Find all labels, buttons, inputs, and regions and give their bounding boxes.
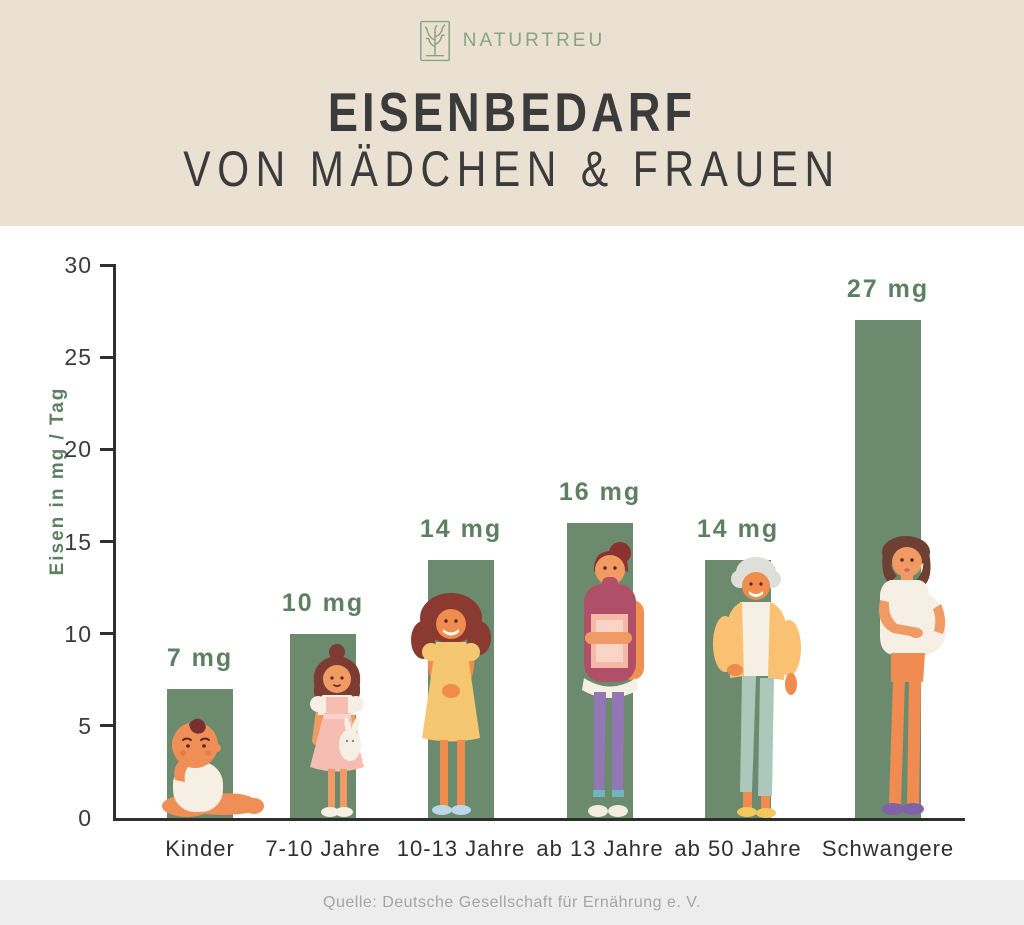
y-tick-mark: [100, 263, 113, 267]
y-axis-line: [113, 264, 116, 821]
bar-value-label: 10 mg: [281, 589, 365, 617]
y-tick-label: 15: [64, 528, 92, 555]
y-tick-mark: [100, 632, 113, 636]
bar-value-label: 14 mg: [419, 515, 503, 543]
y-tick-label: 20: [64, 436, 92, 463]
sitting-baby-illustration: [162, 718, 264, 817]
x-axis-label: ab 13 Jahre: [536, 836, 664, 861]
pregnant-woman-illustration: [878, 536, 946, 815]
source-text: Quelle: Deutsche Gesellschaft für Ernähr…: [323, 893, 701, 911]
x-axis-label: 7-10 Jahre: [265, 836, 381, 861]
brand-logo: NATURTREU: [0, 18, 1024, 64]
y-tick-label: 30: [64, 252, 92, 278]
y-tick-mark: [100, 355, 113, 359]
y-tick-label: 25: [64, 344, 92, 371]
bar-chart: Eisen in mg / Tag 0 5 10 15 20 25 30 7 mg: [0, 226, 1024, 880]
y-tick-label: 0: [78, 805, 92, 831]
girl-with-bunny-illustration: [310, 644, 364, 817]
bar-value-label: 27 mg: [846, 275, 930, 303]
teen-with-books-illustration: [582, 542, 644, 817]
bar-value-label: 7 mg: [166, 644, 234, 672]
x-axis-line: [113, 818, 965, 821]
tree-icon: [419, 20, 450, 62]
brand-name: NATURTREU: [462, 30, 606, 51]
elderly-woman-illustration: [713, 557, 801, 818]
bar-value-label: 14 mg: [696, 515, 780, 543]
x-axis-label: 10-13 Jahre: [396, 836, 526, 861]
bar-value-label: 16 mg: [558, 478, 642, 506]
page-title-line2: VON MÄDCHEN & FRAUEN: [183, 141, 841, 197]
x-axis-label: Kinder: [165, 836, 235, 861]
page-title-line1: EISENBEDARF: [327, 81, 697, 143]
girl-in-yellow-dress-illustration: [411, 593, 491, 815]
source-footer: Quelle: Deutsche Gesellschaft für Ernähr…: [0, 880, 1024, 925]
y-tick-label: 5: [78, 712, 92, 739]
y-tick-mark: [100, 540, 113, 543]
y-tick-mark: [100, 447, 113, 451]
x-axis-label: Schwangere: [821, 836, 955, 861]
y-tick-label: 10: [64, 620, 92, 647]
y-tick-mark: [100, 724, 113, 728]
x-axis-label: ab 50 Jahre: [674, 836, 802, 861]
header-banner: NATURTREU EISENBEDARF VON MÄDCHEN & FRAU…: [0, 0, 1024, 226]
